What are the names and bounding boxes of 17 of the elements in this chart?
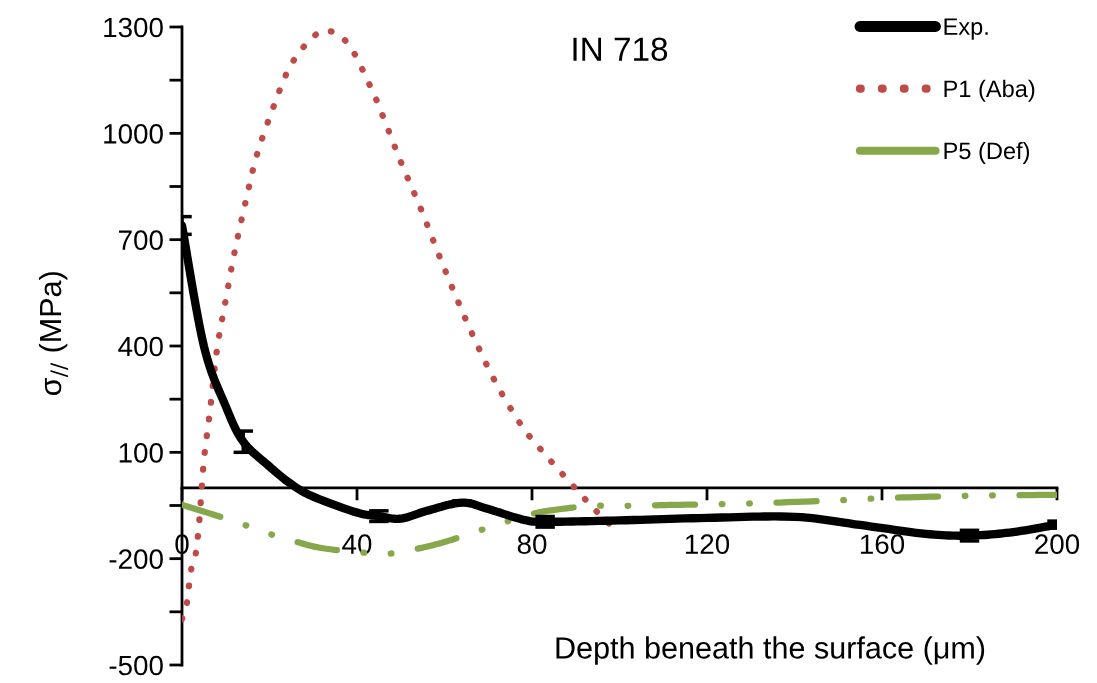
legend-label: P5 (Def) — [944, 141, 1030, 164]
y-tick-label: -500 — [109, 655, 163, 676]
x-tick-label: 160 — [860, 534, 905, 555]
x-tick-label: 200 — [1035, 534, 1080, 555]
y-tick-label: 1000 — [104, 124, 163, 144]
y-axis-title: σ$_{//}$ (MPa) — [38, 272, 69, 396]
y-tick-label: 700 — [119, 230, 163, 251]
x-tick-label: 120 — [685, 534, 730, 555]
y-tick-label: 400 — [118, 336, 163, 357]
y-tick-label: -200 — [109, 549, 163, 570]
y-tick-label: 100 — [119, 443, 163, 463]
legend-label: Exp. — [944, 18, 988, 40]
legend-label: P1 (Aba) — [944, 79, 1035, 102]
chart-title: IN 718 — [573, 37, 668, 62]
x-axis-title: Depth beneath the surface (μm) — [556, 636, 985, 665]
x-tick-label: 80 — [517, 534, 547, 555]
y-tick-label: 1300 — [104, 17, 163, 38]
